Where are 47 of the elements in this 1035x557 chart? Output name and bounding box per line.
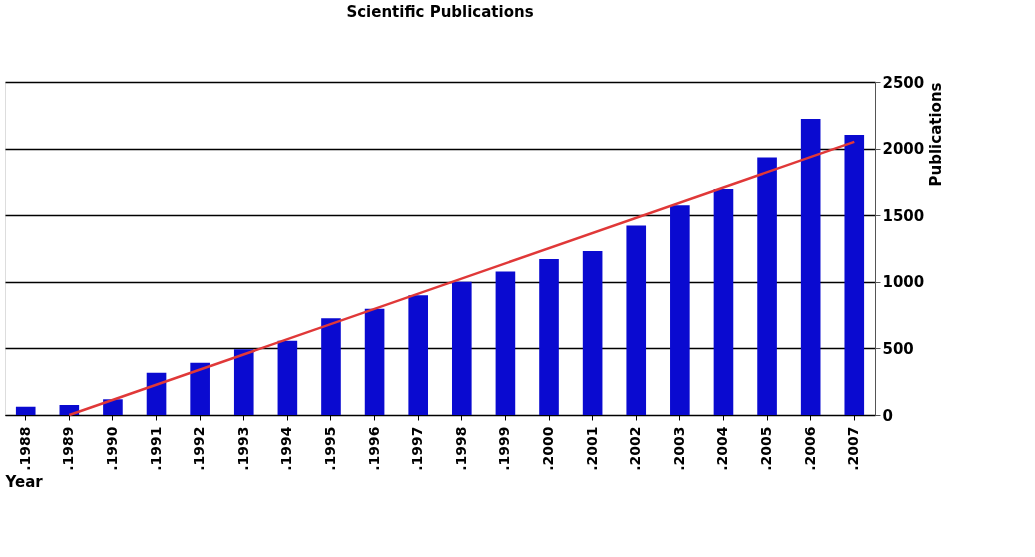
x-tick-label: .1988 <box>16 426 33 471</box>
x-tick-label: .1992 <box>191 426 208 471</box>
bar <box>844 134 865 415</box>
bar <box>364 308 385 415</box>
y-tick-label: 0 <box>882 406 893 425</box>
x-tick-label: .1994 <box>278 426 295 471</box>
x-tick-label: .1995 <box>321 426 338 471</box>
bar <box>800 118 821 415</box>
bar <box>626 225 647 415</box>
bar <box>582 251 603 415</box>
bar <box>277 340 298 415</box>
y-tick-label: 2000 <box>882 140 925 159</box>
x-tick-label: .1990 <box>103 426 120 471</box>
x-tick-label: .1998 <box>452 426 469 471</box>
bar <box>15 406 36 415</box>
x-tick-label: .2003 <box>670 426 687 471</box>
bar <box>539 258 559 415</box>
bar <box>757 157 777 415</box>
y-tick-label: 500 <box>882 339 914 358</box>
x-tick-label: .1991 <box>147 426 164 471</box>
chart-title: Scientific Publications <box>346 3 534 21</box>
bar <box>146 372 167 415</box>
x-tick-label: .1989 <box>60 426 77 471</box>
x-tick-label: .2000 <box>540 426 557 471</box>
bar <box>408 295 429 415</box>
bar <box>190 362 210 415</box>
x-tick-label: .2001 <box>583 426 600 471</box>
bar <box>321 318 341 415</box>
y-axis-title: Publications <box>927 82 946 187</box>
x-tick-label: .1997 <box>409 426 426 471</box>
y-tick-label: 2500 <box>882 73 925 92</box>
bar <box>451 281 472 415</box>
bar <box>495 271 516 415</box>
x-tick-label: .1999 <box>496 426 513 471</box>
x-tick-label: .2002 <box>627 426 644 471</box>
x-tick-label: .1993 <box>234 426 251 471</box>
y-tick-label: 1500 <box>882 206 925 225</box>
x-tick-label: .2004 <box>714 426 731 471</box>
x-axis-title: Year <box>4 472 44 491</box>
x-tick-label: .1996 <box>365 426 382 471</box>
x-tick-label: .2007 <box>845 426 862 471</box>
bar <box>233 349 254 415</box>
x-tick-label: .2005 <box>758 426 775 471</box>
bar <box>713 188 734 415</box>
bar <box>670 205 690 415</box>
y-tick-label: 1000 <box>882 273 925 292</box>
x-tick-label: .2006 <box>801 426 818 471</box>
